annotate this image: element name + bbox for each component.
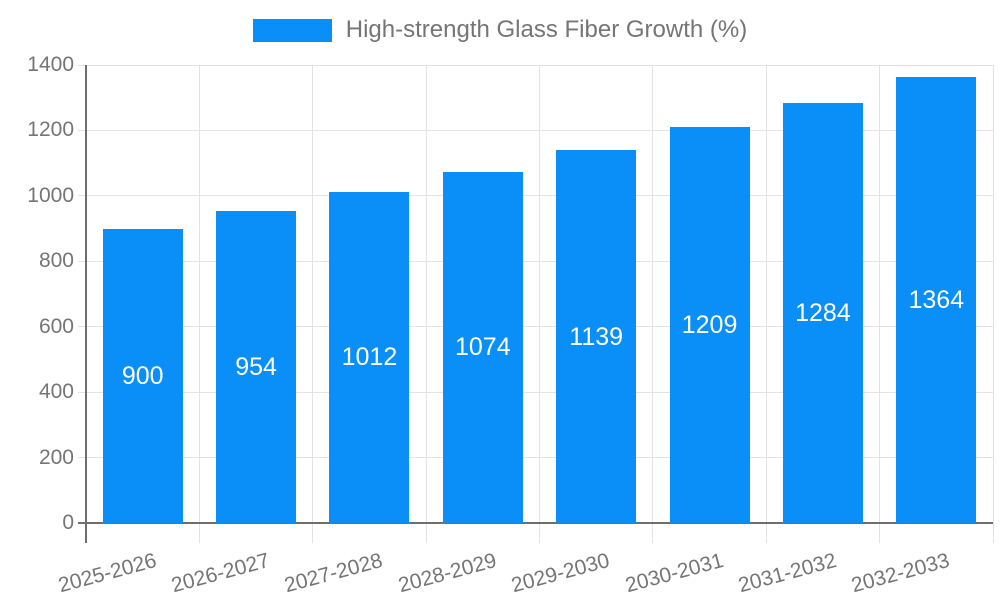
y-gridline (78, 457, 993, 459)
x-gridline (425, 65, 427, 543)
bar-2026-2027[interactable] (216, 210, 297, 523)
legend-swatch (252, 18, 332, 42)
y-axis-tick-label: 0 (62, 511, 74, 534)
bar-2028-2029[interactable] (442, 171, 523, 523)
x-gridline (652, 65, 654, 543)
bar-value-label: 1364 (908, 285, 965, 314)
y-axis-tick-label: 800 (38, 249, 74, 273)
bar-2025-2026[interactable] (102, 228, 183, 523)
bar-value-label: 1284 (795, 298, 851, 327)
y-gridline (78, 326, 993, 328)
bar-2029-2030[interactable] (556, 150, 637, 523)
x-gridline (879, 65, 881, 543)
x-gridline (539, 65, 540, 543)
x-gridline (765, 65, 767, 543)
legend: High-strength Glass Fiber Growth (%) (0, 16, 1000, 44)
bar-value-label: 1209 (681, 311, 738, 340)
legend-label: High-strength Glass Fiber Growth (%) (345, 16, 748, 43)
bar-value-label: 1139 (569, 322, 624, 351)
x-gridline (992, 65, 994, 543)
bar-value-label: 900 (121, 361, 164, 390)
bar-2032-2033[interactable] (896, 76, 977, 523)
y-gridline (78, 260, 993, 262)
bar-2031-2032[interactable] (782, 102, 863, 523)
y-axis-tick-label: 600 (38, 314, 74, 338)
bar-2027-2028[interactable] (329, 191, 410, 523)
x-gridline (312, 65, 314, 543)
y-gridline (78, 195, 993, 197)
y-gridline (78, 129, 993, 131)
y-axis-tick-label: 1000 (27, 183, 74, 207)
y-gridline (78, 391, 993, 393)
y-axis-tick-label: 1200 (27, 118, 74, 142)
y-axis-tick-label: 1400 (27, 53, 74, 76)
bar-value-label: 1012 (341, 343, 398, 372)
x-gridline (198, 65, 200, 543)
bar-value-label: 954 (235, 352, 277, 381)
y-axis-line (85, 65, 87, 543)
y-gridline (78, 64, 993, 66)
bar-value-label: 1074 (455, 333, 511, 362)
x-axis-line (78, 522, 993, 524)
y-axis-tick-label: 400 (38, 380, 74, 404)
y-axis-tick-label: 200 (38, 445, 74, 469)
bar-2030-2031[interactable] (669, 127, 750, 523)
